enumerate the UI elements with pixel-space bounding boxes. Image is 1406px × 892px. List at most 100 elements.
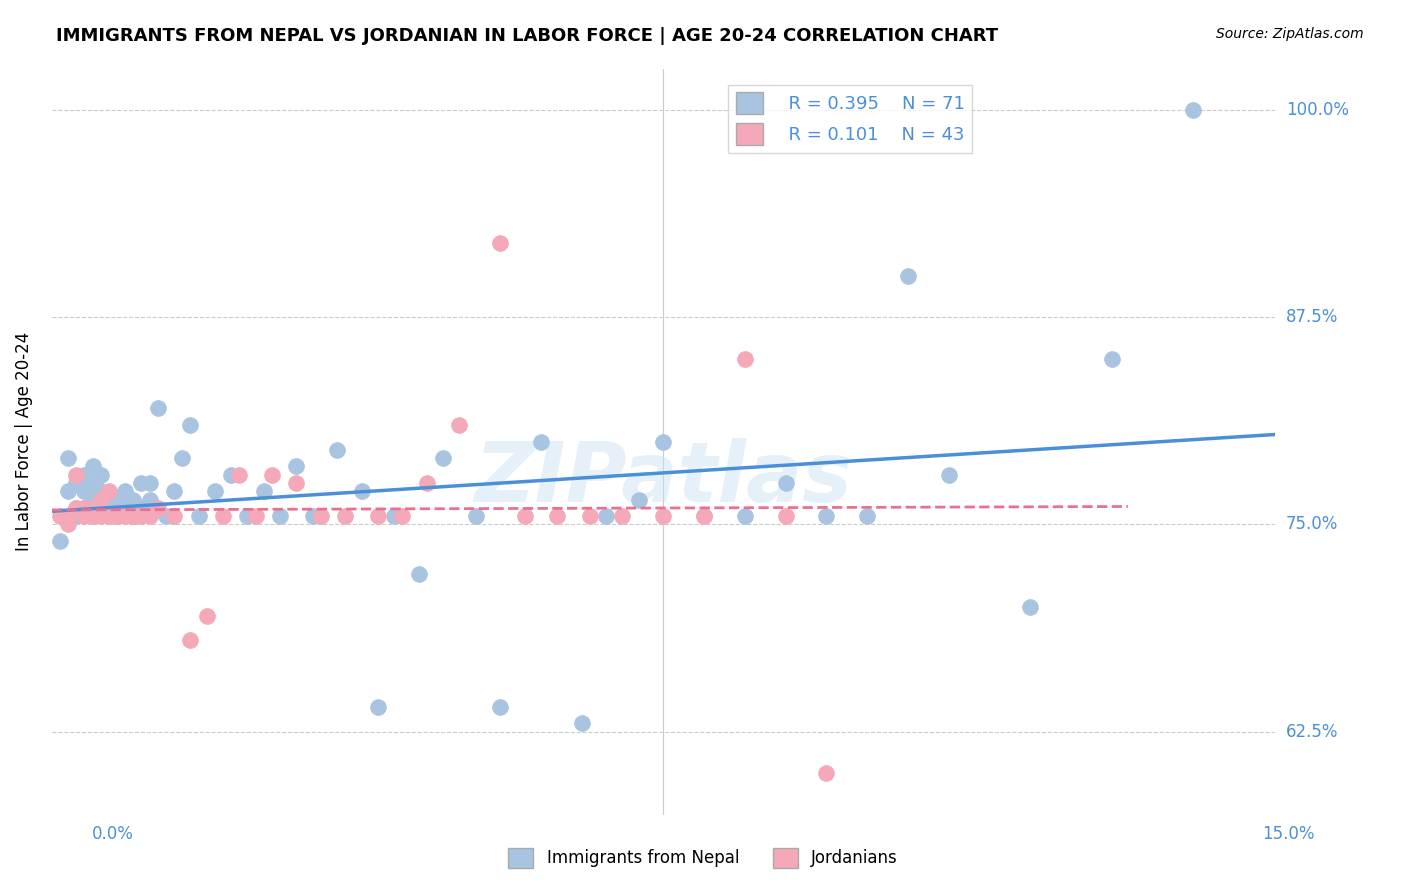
Point [326, 442, 349, 457]
Point [579, 509, 602, 524]
Point [1182, 103, 1205, 117]
Point [97, 484, 120, 499]
Point [90, 467, 112, 482]
Point [513, 509, 536, 524]
Point [350, 484, 373, 499]
Point [815, 766, 838, 780]
Point [595, 509, 617, 524]
Point [90, 484, 112, 499]
Point [73, 467, 96, 482]
Point [90, 492, 112, 507]
Point [73, 509, 96, 524]
Point [56, 509, 79, 524]
Point [114, 500, 136, 515]
Point [204, 484, 226, 499]
Point [253, 484, 276, 499]
Point [82, 509, 104, 524]
Point [464, 509, 486, 524]
Point [408, 567, 430, 582]
Point [734, 351, 756, 366]
Point [146, 500, 169, 515]
Point [309, 509, 332, 524]
Point [187, 509, 209, 524]
Point [138, 492, 160, 507]
Point [105, 500, 128, 515]
Point [489, 235, 512, 250]
Point [195, 608, 218, 623]
Point [82, 492, 104, 507]
Point [56, 484, 79, 499]
Point [97, 500, 120, 515]
Point [775, 475, 797, 490]
Point [131, 509, 153, 524]
Point [335, 509, 357, 524]
Point [65, 475, 87, 490]
Point [236, 509, 259, 524]
Legend: Immigrants from Nepal, Jordanians: Immigrants from Nepal, Jordanians [502, 841, 904, 875]
Point [122, 500, 145, 515]
Text: 0.0%: 0.0% [91, 825, 134, 843]
Point [228, 467, 250, 482]
Point [163, 484, 186, 499]
Point [114, 509, 136, 524]
Point [90, 500, 112, 515]
Point [105, 509, 128, 524]
Point [56, 517, 79, 532]
Point [285, 459, 308, 474]
Point [212, 509, 235, 524]
Point [122, 509, 145, 524]
Point [73, 484, 96, 499]
Point [391, 509, 413, 524]
Y-axis label: In Labor Force | Age 20-24: In Labor Force | Age 20-24 [15, 332, 32, 551]
Point [82, 500, 104, 515]
Point [367, 699, 389, 714]
Point [131, 500, 153, 515]
Text: ZIPatlas: ZIPatlas [474, 438, 852, 519]
Point [938, 467, 960, 482]
Point [97, 492, 120, 507]
Point [260, 467, 283, 482]
Point [65, 500, 87, 515]
Point [285, 475, 308, 490]
Text: 100.0%: 100.0% [1286, 101, 1348, 119]
Point [172, 451, 194, 466]
Point [571, 716, 593, 731]
Point [114, 492, 136, 507]
Point [1019, 600, 1042, 615]
Point [382, 509, 405, 524]
Point [652, 509, 675, 524]
Text: Source: ZipAtlas.com: Source: ZipAtlas.com [1216, 27, 1364, 41]
Point [82, 500, 104, 515]
Point [146, 401, 169, 416]
Point [245, 509, 267, 524]
Point [73, 475, 96, 490]
Point [56, 451, 79, 466]
Point [489, 699, 512, 714]
Point [122, 492, 145, 507]
Text: 62.5%: 62.5% [1286, 723, 1339, 740]
Point [269, 509, 291, 524]
Point [416, 475, 439, 490]
Point [530, 434, 553, 449]
Point [546, 509, 568, 524]
Point [897, 268, 920, 283]
Point [73, 500, 96, 515]
Point [131, 475, 153, 490]
Point [179, 633, 201, 648]
Point [73, 500, 96, 515]
Point [105, 492, 128, 507]
Point [49, 534, 72, 549]
Point [856, 509, 879, 524]
Point [65, 467, 87, 482]
Point [1101, 351, 1123, 366]
Point [693, 509, 716, 524]
Point [82, 459, 104, 474]
Point [82, 509, 104, 524]
Point [90, 509, 112, 524]
Text: 15.0%: 15.0% [1263, 825, 1315, 843]
Text: 75.0%: 75.0% [1286, 516, 1339, 533]
Point [138, 509, 160, 524]
Text: 87.5%: 87.5% [1286, 309, 1339, 326]
Point [301, 509, 323, 524]
Point [775, 509, 797, 524]
